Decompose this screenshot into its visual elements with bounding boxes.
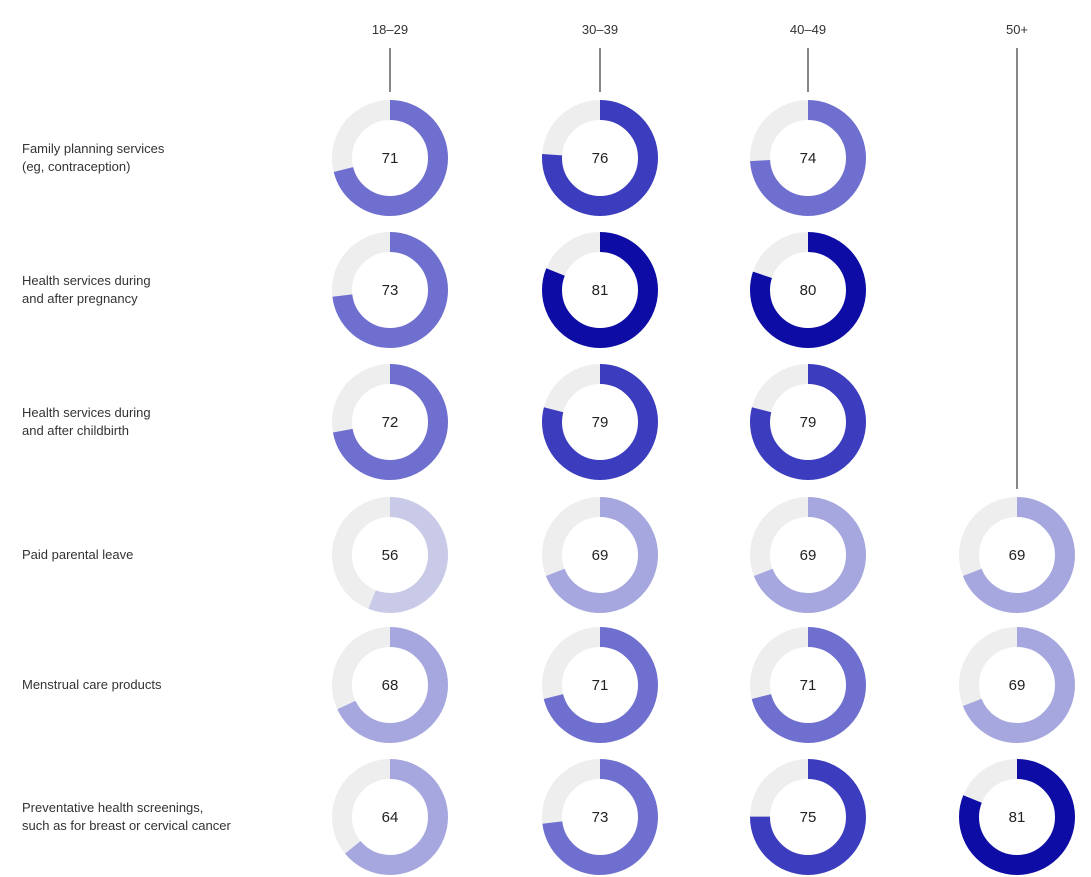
donut-value-label: 73 bbox=[382, 282, 399, 299]
row-label-line: Paid parental leave bbox=[22, 546, 312, 564]
donut: 73 bbox=[552, 769, 648, 865]
row-label-line: Health services during bbox=[22, 272, 312, 290]
column-header: 50+ bbox=[1006, 22, 1028, 37]
donut-value-label: 81 bbox=[592, 282, 609, 299]
row-label: Health services during and after pregnanc… bbox=[22, 272, 312, 308]
donut-value-label: 69 bbox=[1009, 677, 1026, 694]
donut-value-label: 71 bbox=[800, 677, 817, 694]
donut-value-label: 69 bbox=[1009, 547, 1026, 564]
donut-value-label: 72 bbox=[382, 414, 399, 431]
donut-value-label: 79 bbox=[592, 414, 609, 431]
column-header: 18–29 bbox=[372, 22, 408, 37]
donut-value-label: 56 bbox=[382, 547, 399, 564]
donut-value-label: 76 bbox=[592, 150, 609, 167]
donut: 75 bbox=[760, 769, 856, 865]
row-label: Health services during and after childbir… bbox=[22, 404, 312, 440]
row-label-line: and after pregnancy bbox=[22, 290, 312, 308]
row-label: Menstrual care products bbox=[22, 676, 312, 694]
donut: 56 bbox=[342, 507, 438, 603]
donut-value-label: 73 bbox=[592, 809, 609, 826]
donut-value-label: 79 bbox=[800, 414, 817, 431]
row-label-line: Family planning services bbox=[22, 140, 312, 158]
row-label: Family planning services (eg, contracepti… bbox=[22, 140, 312, 176]
column-header: 40–49 bbox=[790, 22, 826, 37]
donut: 81 bbox=[552, 242, 648, 338]
donut-value-label: 74 bbox=[800, 150, 817, 167]
donut-value-label: 64 bbox=[382, 809, 399, 826]
donut-value-label: 71 bbox=[592, 677, 609, 694]
donut: 64 bbox=[342, 769, 438, 865]
donut: 69 bbox=[552, 507, 648, 603]
donut: 79 bbox=[552, 374, 648, 470]
donut-value-label: 81 bbox=[1009, 809, 1026, 826]
donut: 69 bbox=[969, 637, 1065, 733]
donut: 79 bbox=[760, 374, 856, 470]
donut-value-label: 80 bbox=[800, 282, 817, 299]
donut-value-label: 71 bbox=[382, 150, 399, 167]
row-label-line: Health services during bbox=[22, 404, 312, 422]
row-label-line: such as for breast or cervical cancer bbox=[22, 817, 312, 835]
donut: 71 bbox=[760, 637, 856, 733]
donut: 74 bbox=[760, 110, 856, 206]
donut: 71 bbox=[342, 110, 438, 206]
row-label-line: (eg, contraception) bbox=[22, 158, 312, 176]
donut: 76 bbox=[552, 110, 648, 206]
row-label-line: Menstrual care products bbox=[22, 676, 312, 694]
row-label: Preventative health screenings, such as f… bbox=[22, 799, 312, 835]
donut: 80 bbox=[760, 242, 856, 338]
donut-value-label: 69 bbox=[800, 547, 817, 564]
donut: 72 bbox=[342, 374, 438, 470]
row-label-line: Preventative health screenings, bbox=[22, 799, 312, 817]
column-header: 30–39 bbox=[582, 22, 618, 37]
donut-value-label: 68 bbox=[382, 677, 399, 694]
row-label-line: and after childbirth bbox=[22, 422, 312, 440]
donut-value-label: 69 bbox=[592, 547, 609, 564]
donut: 68 bbox=[342, 637, 438, 733]
donut: 69 bbox=[760, 507, 856, 603]
donut: 73 bbox=[342, 242, 438, 338]
row-label: Paid parental leave bbox=[22, 546, 312, 564]
donut-value-label: 75 bbox=[800, 809, 817, 826]
donut: 69 bbox=[969, 507, 1065, 603]
donut: 81 bbox=[969, 769, 1065, 865]
donut: 71 bbox=[552, 637, 648, 733]
